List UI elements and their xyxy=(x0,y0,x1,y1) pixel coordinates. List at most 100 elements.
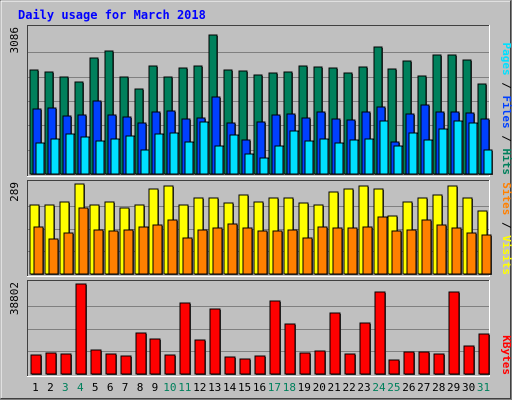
bar-pages-day-29 xyxy=(453,120,463,175)
bar-sites-day-15 xyxy=(242,227,253,275)
panel-sites-visits: 289 Sites / Visits xyxy=(8,180,512,277)
bar-pages-day-5 xyxy=(95,140,105,175)
legend-kbytes: KBytes xyxy=(500,335,512,375)
x-label-day-4: 4 xyxy=(77,381,84,394)
bar-kbytes-day-20 xyxy=(314,350,326,375)
bar-kbytes-day-17 xyxy=(269,300,281,375)
x-label-day-27: 27 xyxy=(417,381,430,394)
bar-pages-day-23 xyxy=(364,138,374,175)
bar-sites-day-26 xyxy=(406,229,417,275)
bar-pages-day-22 xyxy=(349,139,359,175)
legend-separator: / xyxy=(500,215,512,235)
legend-files: Files xyxy=(500,96,512,129)
bar-sites-day-20 xyxy=(317,226,328,275)
y-max-label: 3086 xyxy=(8,27,21,54)
bar-pages-day-19 xyxy=(304,140,314,175)
x-label-day-28: 28 xyxy=(432,381,445,394)
legend-pages: Pages xyxy=(500,43,512,76)
x-label-day-30: 30 xyxy=(462,381,475,394)
x-axis-labels: 1 2 3 4 5 6 7 8 9 10 11 12 13 14 15 16 17 18 19 20 21 22 23 24 2… xyxy=(32,381,490,394)
bar-kbytes-day-31 xyxy=(478,333,490,375)
bar-kbytes-day-21 xyxy=(329,312,341,375)
panel-kbytes: 38802 KBytes xyxy=(8,280,512,377)
bar-sites-day-4 xyxy=(78,207,89,275)
x-label-day-16: 16 xyxy=(253,381,266,394)
bar-pages-day-13 xyxy=(214,145,224,175)
x-label-day-25: 25 xyxy=(387,381,400,394)
bar-sites-day-27 xyxy=(421,219,432,275)
x-label-day-31: 31 xyxy=(477,381,490,394)
bar-kbytes-day-6 xyxy=(105,353,117,375)
bar-pages-day-17 xyxy=(274,145,284,175)
x-label-day-29: 29 xyxy=(447,381,460,394)
bar-kbytes-day-12 xyxy=(194,339,206,375)
bar-sites-day-14 xyxy=(227,223,238,275)
bar-pages-day-28 xyxy=(438,128,448,175)
bar-kbytes-day-30 xyxy=(463,345,475,375)
bar-kbytes-day-26 xyxy=(403,351,415,375)
x-label-day-15: 15 xyxy=(238,381,251,394)
bar-kbytes-day-13 xyxy=(209,308,221,375)
x-label-day-21: 21 xyxy=(328,381,341,394)
bar-sites-day-6 xyxy=(108,230,119,275)
x-label-day-13: 13 xyxy=(208,381,221,394)
legend-sites: Sites xyxy=(500,182,512,215)
bar-kbytes-day-15 xyxy=(239,358,251,375)
bar-sites-day-30 xyxy=(466,232,477,275)
bar-pages-day-8 xyxy=(140,149,150,175)
bar-sites-day-3 xyxy=(63,232,74,275)
bar-sites-day-17 xyxy=(272,230,283,275)
bar-pages-day-3 xyxy=(65,133,75,175)
x-label-day-26: 26 xyxy=(402,381,415,394)
bar-kbytes-day-11 xyxy=(179,302,191,375)
x-label-day-10: 10 xyxy=(163,381,176,394)
x-label-day-8: 8 xyxy=(137,381,144,394)
x-label-day-23: 23 xyxy=(357,381,370,394)
x-label-day-5: 5 xyxy=(92,381,99,394)
bar-pages-day-11 xyxy=(184,141,194,175)
bar-sites-day-12 xyxy=(197,229,208,275)
bar-sites-day-2 xyxy=(48,238,59,275)
bar-pages-day-31 xyxy=(483,149,493,175)
panel-pages-files-hits: 3086 Pages / Files / Hits xyxy=(8,25,512,177)
bar-sites-day-9 xyxy=(152,224,163,275)
bar-kbytes-day-4 xyxy=(75,283,87,375)
bar-kbytes-day-16 xyxy=(254,355,266,375)
bar-pages-day-30 xyxy=(468,122,478,175)
x-label-day-3: 3 xyxy=(62,381,69,394)
bar-sites-day-21 xyxy=(332,227,343,275)
bar-sites-day-24 xyxy=(377,216,388,275)
bar-pages-day-15 xyxy=(244,153,254,175)
bar-sites-day-18 xyxy=(287,229,298,275)
bar-sites-day-29 xyxy=(451,227,462,275)
bar-sites-day-5 xyxy=(93,229,104,275)
x-label-day-9: 9 xyxy=(152,381,159,394)
bar-pages-day-4 xyxy=(80,136,90,175)
legend: Pages / Files / Hits xyxy=(500,43,512,176)
bar-kbytes-day-29 xyxy=(448,291,460,375)
x-label-day-6: 6 xyxy=(107,381,114,394)
bar-sites-day-8 xyxy=(138,226,149,275)
bar-pages-day-2 xyxy=(50,138,60,175)
x-label-day-11: 11 xyxy=(178,381,191,394)
bar-kbytes-day-1 xyxy=(30,354,42,375)
bar-sites-day-10 xyxy=(167,219,178,275)
x-label-day-14: 14 xyxy=(223,381,237,394)
x-label-day-20: 20 xyxy=(313,381,326,394)
bar-kbytes-day-10 xyxy=(164,354,176,375)
chart-title: Daily usage for March 2018 xyxy=(18,8,206,22)
bar-pages-day-1 xyxy=(35,142,45,175)
bar-pages-day-9 xyxy=(154,133,164,175)
bar-kbytes-day-8 xyxy=(135,332,147,375)
bar-pages-day-25 xyxy=(393,145,403,175)
bar-pages-day-26 xyxy=(408,132,418,175)
x-label-day-2: 2 xyxy=(47,381,54,394)
x-label-day-12: 12 xyxy=(193,381,206,394)
bar-sites-day-11 xyxy=(182,237,193,275)
bar-kbytes-day-3 xyxy=(60,353,72,375)
chart-panels: 3086 Pages / Files / Hits 289 Sites / Visit… xyxy=(8,25,512,377)
bar-kbytes-day-19 xyxy=(299,352,311,375)
x-label-day-1: 1 xyxy=(32,381,39,394)
bar-pages-day-18 xyxy=(289,130,299,175)
bar-kbytes-day-9 xyxy=(149,338,161,375)
